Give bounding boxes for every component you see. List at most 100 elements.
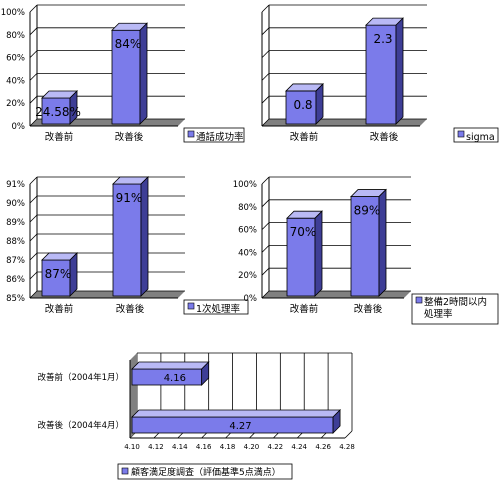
- gridline-diagonal: [261, 118, 270, 127]
- bar-side: [315, 82, 324, 125]
- gridline-diagonal: [261, 50, 270, 58]
- x-tick-label: 4.14: [172, 443, 188, 451]
- data-label: 24.58%: [35, 105, 81, 119]
- legend-label: 整備2時間以内: [424, 296, 487, 308]
- bar-1: [41, 252, 78, 297]
- category-label: 改善前: [45, 303, 74, 315]
- gridline-diagonal: [261, 27, 270, 36]
- gridline-diagonal: [344, 430, 353, 439]
- legend-label: sigma: [466, 132, 495, 143]
- legend-box: [411, 293, 499, 325]
- data-label: 84%: [115, 37, 142, 51]
- legend-swatch: [187, 130, 195, 138]
- gridline-diagonal: [261, 245, 270, 253]
- y-tick-label: 85%: [6, 294, 25, 304]
- y-tick-label: 80%: [6, 31, 25, 41]
- legend-box: [453, 127, 499, 143]
- x-tick-label: 4.16: [196, 443, 212, 451]
- bar-side: [201, 361, 210, 386]
- y-tick-label: 88%: [6, 237, 25, 247]
- x-tick-label: 4.12: [148, 443, 164, 451]
- bar-top: [131, 409, 342, 418]
- bar-front: [111, 29, 141, 125]
- y-tick-label: 91%: [6, 180, 25, 190]
- legend-box: [183, 299, 249, 315]
- x-tick-label: 4.22: [268, 443, 284, 451]
- gridline-diagonal: [261, 95, 270, 104]
- chart-1: 0% 20% 40% 60% 80% 100% 24.58% 改善前 84% 改善後 通話成功率: [1, 4, 245, 143]
- gridline-diagonal: [29, 290, 38, 299]
- category-label: 改善前: [45, 131, 74, 143]
- legend-label: 処理率: [424, 308, 453, 320]
- legend-swatch: [457, 130, 465, 138]
- y-tick-label: 86%: [6, 275, 25, 285]
- y-tick-label: 90%: [6, 199, 25, 209]
- bar-side: [378, 188, 387, 297]
- x-tick-label: 4.10: [124, 443, 140, 451]
- y-tick-label: 20%: [238, 271, 257, 281]
- x-tick-label: 4.24: [291, 443, 307, 451]
- legend-label: 1次処理率: [196, 303, 241, 315]
- gridline-diagonal: [29, 4, 38, 13]
- gridline-diagonal: [261, 222, 270, 230]
- y-tick-label: 100%: [233, 180, 257, 190]
- gridline-diagonal: [29, 271, 38, 280]
- x-tick-label: 4.26: [315, 443, 331, 451]
- data-label: 2.3: [373, 32, 392, 46]
- y-tick-label: 40%: [6, 76, 25, 86]
- gridline-diagonal: [261, 267, 270, 276]
- category-label: 改善後（2004年4月）: [37, 420, 124, 431]
- data-label: 4.27: [229, 421, 251, 432]
- gridline-diagonal: [261, 4, 270, 13]
- category-label: 改善後: [370, 131, 399, 143]
- bar-side: [332, 409, 341, 434]
- category-label: 改善後: [115, 131, 144, 143]
- bar-2: [112, 176, 149, 297]
- gridline-diagonal: [261, 176, 270, 185]
- y-tick-label: 100%: [1, 8, 25, 18]
- bar-2: [350, 188, 387, 297]
- x-tick-label: 4.28: [339, 443, 355, 451]
- gridline-diagonal: [29, 95, 38, 104]
- bar-side: [140, 176, 149, 297]
- gridline-diagonal: [29, 50, 38, 58]
- bar-1: [131, 361, 210, 386]
- data-label: 70%: [290, 225, 317, 239]
- gridline-diagonal: [261, 73, 270, 81]
- legend-box: [183, 127, 245, 143]
- bar-front: [112, 183, 142, 297]
- bar-front: [286, 217, 316, 297]
- bar-top: [131, 361, 210, 370]
- category-label: 改善後: [354, 303, 383, 315]
- gridline-diagonal: [29, 252, 38, 261]
- y-tick-label: 89%: [6, 218, 25, 228]
- chart-floor: [262, 291, 411, 298]
- bar-side: [69, 252, 78, 297]
- data-label: 89%: [354, 204, 381, 218]
- y-tick-label: 60%: [238, 226, 257, 236]
- category-label: 改善前: [290, 303, 319, 315]
- gridline-diagonal: [261, 290, 270, 299]
- gridline-diagonal: [29, 27, 38, 36]
- y-tick-label: 87%: [6, 256, 25, 266]
- data-label: 91%: [116, 191, 143, 205]
- bar-2: [365, 17, 404, 125]
- data-label: 0.8: [293, 98, 312, 112]
- legend-swatch: [121, 467, 129, 475]
- bar-side: [314, 210, 323, 297]
- bar-1: [286, 210, 323, 297]
- data-label: 87%: [45, 267, 72, 281]
- gridline-diagonal: [29, 233, 38, 242]
- x-tick-label: 4.20: [244, 443, 260, 451]
- legend-swatch: [415, 296, 423, 304]
- bar-side: [139, 22, 148, 125]
- y-tick-label: 40%: [238, 248, 257, 258]
- bar-2: [111, 22, 148, 125]
- bar-side: [395, 17, 404, 125]
- legend-box: [117, 463, 293, 480]
- gridline-diagonal: [261, 199, 270, 208]
- legend-label: 通話成功率: [196, 131, 244, 143]
- y-tick-label: 0%: [244, 294, 258, 304]
- gridline-diagonal: [29, 214, 38, 223]
